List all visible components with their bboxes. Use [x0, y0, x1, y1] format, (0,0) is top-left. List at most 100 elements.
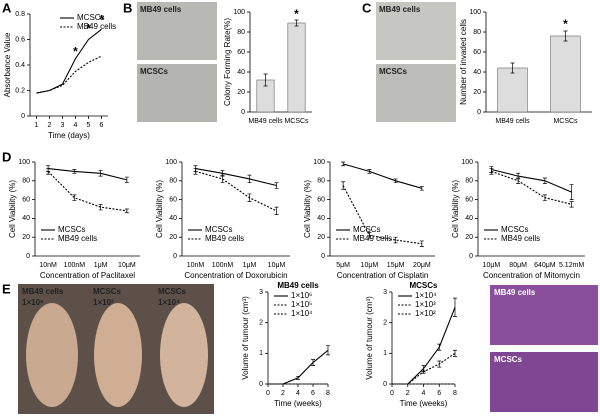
y-tick-label: 0	[259, 381, 263, 388]
y-axis-label: Number of invaded cells	[459, 19, 468, 105]
error-bar	[569, 184, 574, 200]
panel-label: C	[362, 0, 372, 15]
error-bar	[124, 176, 129, 184]
y-tick-label: 80	[473, 29, 481, 36]
y-tick-label: 0.2	[15, 87, 25, 94]
x-tick-label: MCSCs	[284, 118, 309, 125]
micrograph	[137, 64, 217, 122]
series-line	[48, 168, 128, 181]
y-tick-label: 1	[383, 350, 387, 357]
x-axis-label: Concentration of Doxorubicin	[184, 271, 287, 280]
image-label: MCSCs	[140, 67, 169, 76]
x-tick-label: 8	[326, 390, 330, 397]
legend-label: 1×10⁴	[291, 309, 313, 318]
y-tick-label: 20	[169, 234, 177, 241]
x-tick-label: 100nM	[64, 262, 86, 269]
x-tick-label: 20μM	[413, 262, 431, 269]
y-tick-label: 2	[259, 320, 263, 327]
x-tick-label: 6	[311, 390, 315, 397]
y-tick-label: 100	[233, 9, 245, 16]
error-bar	[311, 359, 315, 366]
error-bar	[341, 161, 346, 167]
y-tick-label: 60	[465, 196, 473, 203]
y-tick-label: 60	[237, 49, 245, 56]
y-tick-label: 100	[461, 159, 473, 166]
error-bar	[489, 168, 494, 175]
x-tick-label: 10nM	[39, 262, 57, 269]
y-tick-label: 20	[22, 234, 30, 241]
legend-label: MB49 cells	[501, 234, 540, 243]
x-tick-label: 2	[48, 122, 52, 129]
error-bar	[247, 174, 252, 184]
y-axis-label: Cell Viability (%)	[303, 180, 312, 238]
error-bar	[72, 169, 77, 174]
legend-label: 1×10³	[415, 300, 436, 309]
legend-label: MB49 cells	[58, 234, 97, 243]
y-tick-label: 2	[383, 320, 387, 327]
y-tick-label: 40	[317, 215, 325, 222]
x-tick-label: MCSCs	[553, 118, 578, 125]
error-bar	[453, 349, 457, 357]
panel-label: E	[2, 281, 11, 296]
error-bar	[453, 297, 457, 317]
y-tick-label: 100	[469, 9, 481, 16]
error-bar	[296, 375, 300, 380]
mouse	[160, 303, 208, 407]
error-bar	[393, 178, 398, 184]
y-tick-label: 40	[465, 215, 473, 222]
x-tick-label: 3	[61, 122, 65, 129]
series-line	[491, 168, 572, 193]
error-bar	[367, 169, 372, 174]
series-line	[36, 55, 102, 94]
y-tick-label: 100	[313, 159, 325, 166]
error-bar	[193, 168, 198, 175]
legend-label: MCSCs	[205, 225, 233, 234]
error-bar	[569, 201, 574, 208]
annotation: *	[294, 7, 299, 21]
x-tick-label: 640μM	[534, 262, 556, 269]
x-tick-label: 10μM	[483, 262, 501, 269]
x-tick-label: 2	[281, 390, 285, 397]
y-tick-label: 3	[383, 289, 387, 296]
x-tick-label: 2	[406, 390, 410, 397]
image-label: MB49 cells	[140, 5, 182, 14]
y-tick-label: 40	[169, 215, 177, 222]
y-tick-label: 20	[317, 234, 325, 241]
error-bar	[294, 19, 299, 27]
x-axis-label: Time (weeks)	[400, 399, 448, 408]
error-bar	[421, 369, 426, 374]
y-tick-label: 0.4	[15, 62, 25, 69]
y-tick-label: 20	[237, 89, 245, 96]
series-line	[491, 170, 572, 205]
y-tick-label: 60	[473, 49, 481, 56]
x-axis-label: Concentration of Cisplatin	[337, 271, 429, 280]
legend-label: MCSCs	[77, 13, 105, 22]
y-tick-label: 100	[18, 159, 30, 166]
series-line	[47, 171, 127, 212]
image-label: MCSCs	[93, 287, 122, 296]
x-tick-label: 1	[35, 122, 39, 129]
x-tick-label: 10μM	[268, 262, 286, 269]
error-bar	[367, 232, 372, 239]
legend-label: MB49 cells	[205, 234, 244, 243]
y-tick-label: 0	[21, 113, 25, 120]
bar	[550, 35, 581, 113]
error-bar	[72, 194, 77, 201]
y-tick-label: 60	[169, 196, 177, 203]
x-tick-label: 4	[74, 122, 78, 129]
x-axis-label: Time (weeks)	[274, 399, 322, 408]
x-tick-label: 15μM	[387, 262, 405, 269]
mouse	[26, 303, 78, 407]
error-bar	[341, 181, 346, 190]
y-tick-label: 20	[465, 234, 473, 241]
error-bar	[563, 30, 568, 42]
legend-label: MCSCs	[501, 225, 529, 234]
annotation: *	[73, 44, 78, 58]
series-line	[342, 185, 422, 245]
error-bar	[274, 206, 279, 215]
chart-title: MCSCs	[409, 281, 438, 290]
y-tick-label: 0.8	[15, 11, 25, 18]
x-tick-label: 4	[422, 390, 426, 397]
series-line	[36, 28, 102, 94]
y-axis-label: Cell Viability (%)	[451, 180, 460, 238]
